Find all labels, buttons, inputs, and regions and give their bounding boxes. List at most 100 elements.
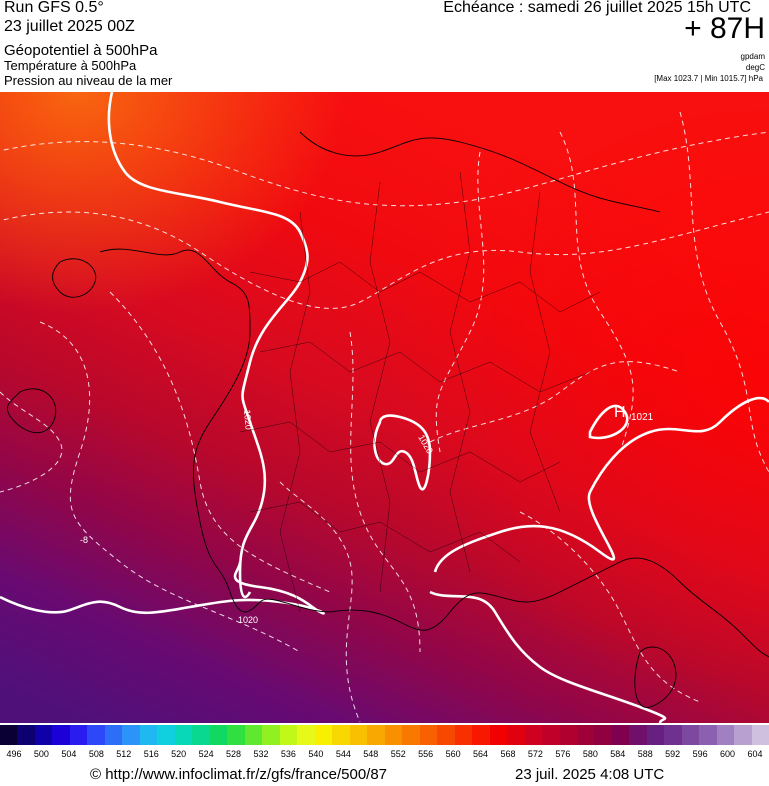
scale-swatch [489, 725, 508, 745]
scale-swatch [454, 725, 473, 745]
scale-tick-label: 572 [527, 749, 543, 759]
isobar-1021-east [588, 404, 629, 440]
scale-swatch [734, 725, 752, 745]
scale-tick-label: 564 [473, 749, 489, 759]
scale-swatch [174, 725, 193, 745]
scale-swatch [279, 725, 298, 745]
scale-tick-label: 600 [720, 749, 736, 759]
scale-swatch [244, 725, 263, 745]
footer-url[interactable]: © http://www.infoclimat.fr/z/gfs/france/… [90, 766, 388, 783]
scale-swatch [629, 725, 647, 745]
scale-tick-label: 592 [665, 749, 681, 759]
admin-borders [239, 171, 601, 613]
scale-swatch [192, 725, 210, 745]
scale-tick-label: 520 [171, 749, 187, 759]
scale-swatch [507, 725, 525, 745]
isobar-label-1020-west: 1020 [242, 409, 254, 430]
scale-tick-label: 584 [610, 749, 626, 759]
scale-swatch [52, 725, 70, 745]
scale-swatch [664, 725, 682, 745]
scale-swatch [699, 725, 717, 745]
scale-tick-label: 552 [390, 749, 406, 759]
scale-tick-label: 532 [253, 749, 269, 759]
scale-swatch [17, 725, 35, 745]
scale-swatch [559, 725, 577, 745]
isobar-1020-southwest [0, 561, 325, 615]
isotherms [0, 111, 769, 723]
scale-swatch [472, 725, 490, 745]
scale-tick-label: 588 [637, 749, 653, 759]
scale-swatch [69, 725, 88, 745]
isobar-south [433, 396, 769, 573]
scale-tick-label: 576 [555, 749, 571, 759]
echeance: Echéance : samedi 26 juillet 2025 15h UT… [443, 0, 751, 16]
scale-tick-label: 548 [363, 749, 379, 759]
scale-tick-label: 568 [500, 749, 516, 759]
isobar-label-1020-southwest: 1020 [238, 615, 258, 625]
scale-swatch [367, 725, 385, 745]
high-pressure-marker: H [614, 404, 626, 421]
scale-swatch [542, 725, 560, 745]
scale-swatch [402, 725, 420, 745]
weather-map[interactable]: 1020 1020 1020 H 1021 -8 [0, 92, 769, 723]
scale-tick-label: 496 [6, 749, 22, 759]
color-scale [0, 725, 769, 745]
scale-tick-label: 544 [335, 749, 351, 759]
isobar-1020-centre [373, 414, 432, 491]
field-temperature: Température à 500hPa [4, 58, 137, 73]
scale-tick-label: 596 [692, 749, 708, 759]
scale-swatch [349, 725, 368, 745]
scale-swatch [716, 725, 735, 745]
scale-swatch [751, 725, 769, 745]
scale-tick-label: 528 [226, 749, 242, 759]
scale-tick-label: 604 [747, 749, 763, 759]
scale-tick-label: 540 [308, 749, 324, 759]
unit-degc: degC [745, 63, 765, 72]
scale-tick-label: 500 [33, 749, 49, 759]
scale-swatch [34, 725, 53, 745]
scale-swatch [594, 725, 612, 745]
isotherm-label: -8 [80, 535, 88, 545]
scale-swatch [524, 725, 543, 745]
scale-swatch [419, 725, 438, 745]
scale-swatch [157, 725, 175, 745]
scale-swatch [122, 725, 140, 745]
scale-swatch [646, 725, 665, 745]
scale-tick-label: 504 [61, 749, 77, 759]
run-date: 23 juillet 2025 00Z [4, 18, 135, 35]
scale-swatch [0, 725, 18, 745]
scale-swatch [209, 725, 228, 745]
high-pressure-value: 1021 [631, 412, 654, 423]
scale-swatch [227, 725, 245, 745]
isobars [0, 92, 769, 723]
field-pressure: Pression au niveau de la mer [4, 73, 173, 88]
eastern-red-shading [0, 92, 769, 723]
field-geopotential: Géopotentiel à 500hPa [4, 42, 158, 59]
run-title: Run GFS 0.5° [4, 0, 104, 16]
scale-swatch [314, 725, 333, 745]
unit-gpdam: gpdam [740, 52, 765, 61]
scale-tick-label: 580 [582, 749, 598, 759]
scale-tick-label: 556 [418, 749, 434, 759]
scale-swatch [87, 725, 105, 745]
lead-time: + 87H [684, 12, 765, 45]
footer-date: 23 juil. 2025 4:08 UTC [515, 766, 665, 783]
scale-swatch [332, 725, 350, 745]
scale-swatch [611, 725, 630, 745]
scale-tick-label: 560 [445, 749, 461, 759]
isobar-1020-west [107, 92, 309, 599]
color-scale-ticks: 496 500 504 508 512 516 520 524 528 532 536 540 544 5… [0, 749, 769, 761]
scale-tick-label: 508 [88, 749, 104, 759]
scale-tick-label: 516 [143, 749, 159, 759]
scale-swatch [262, 725, 280, 745]
isobar-mediterranean [429, 590, 667, 723]
max-min-pressure: [Max 1023.7 | Min 1015.7] hPa [654, 74, 763, 83]
scale-swatch [104, 725, 123, 745]
scale-swatch [576, 725, 595, 745]
scale-swatch [384, 725, 403, 745]
scale-tick-label: 512 [116, 749, 132, 759]
scale-tick-label: 524 [198, 749, 214, 759]
scale-swatch [681, 725, 700, 745]
scale-swatch [297, 725, 315, 745]
scale-swatch [437, 725, 455, 745]
